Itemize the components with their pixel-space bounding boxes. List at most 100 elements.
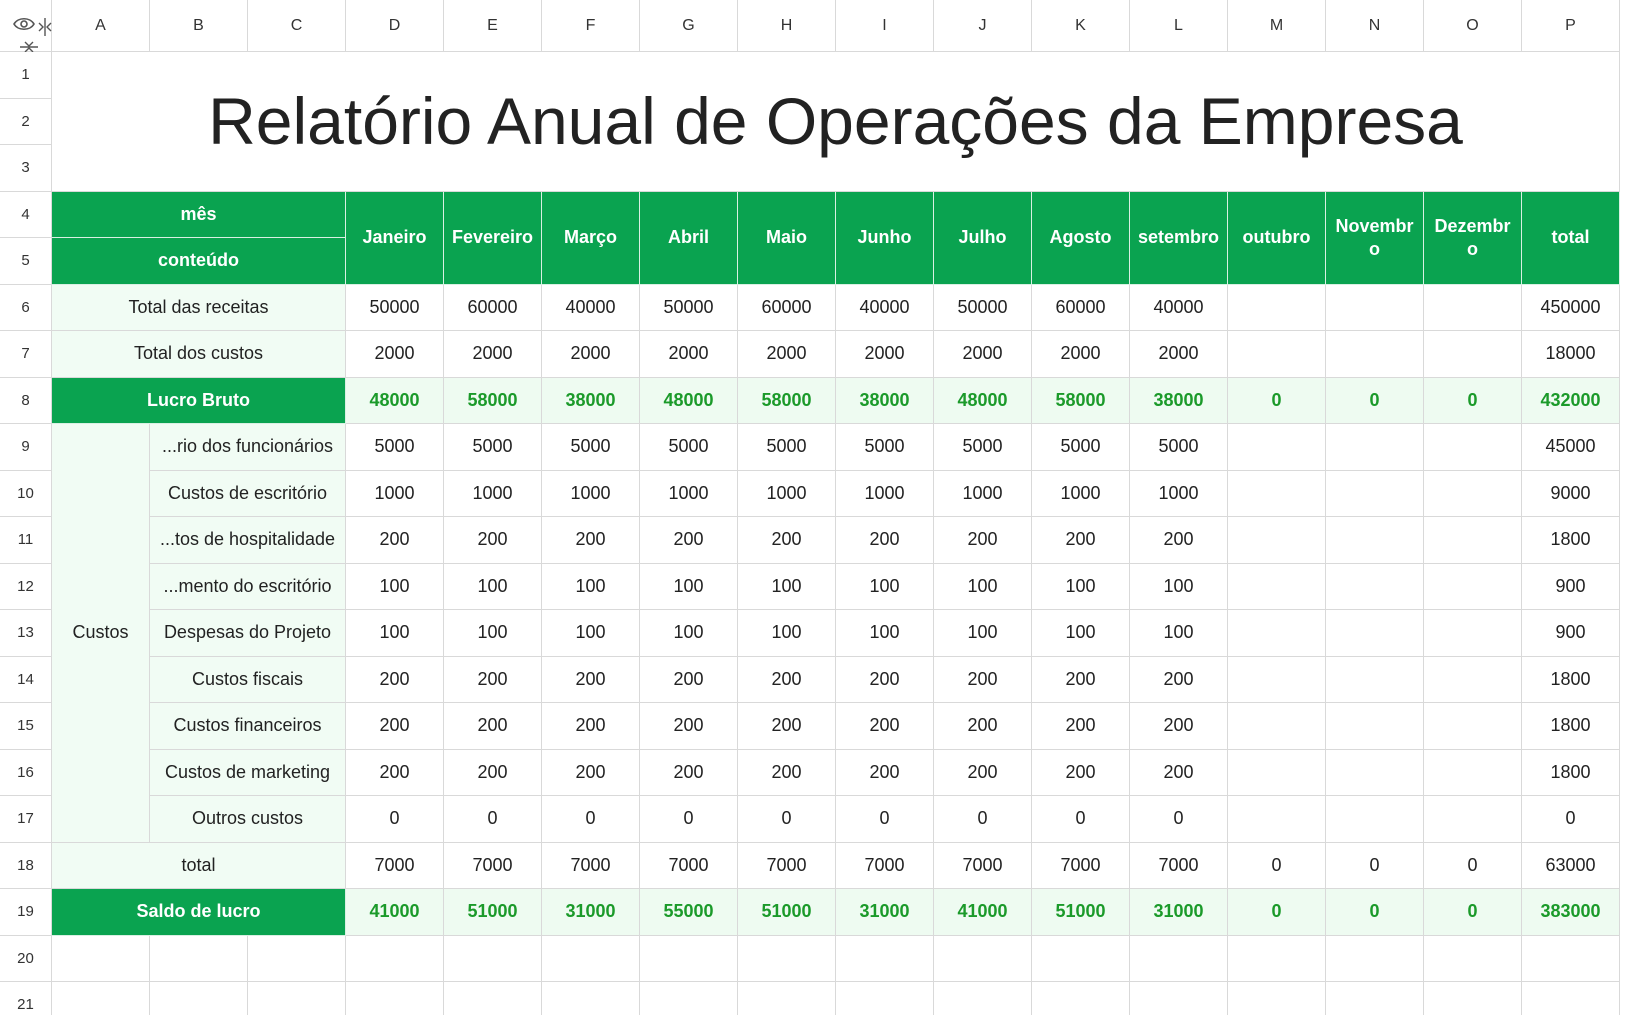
- cell-table-custos_items-4-total[interactable]: 900: [1522, 610, 1620, 657]
- cell-table-custos_items-1-1[interactable]: 1000: [346, 470, 444, 517]
- cell-table-custos_items-3-8[interactable]: 100: [1032, 563, 1130, 610]
- column-header-e[interactable]: E: [444, 0, 542, 52]
- page-title[interactable]: Relatório Anual de Operações da Empresa: [52, 52, 1620, 192]
- empty-cell[interactable]: [1424, 935, 1522, 982]
- cell-table-custos_items-7-5[interactable]: 200: [738, 749, 836, 796]
- empty-cell[interactable]: [836, 935, 934, 982]
- row-header-21[interactable]: 21: [0, 982, 52, 1015]
- cell-table-custos_items-6-total[interactable]: 1800: [1522, 703, 1620, 750]
- cell-table-custos_items-1-7[interactable]: 1000: [934, 470, 1032, 517]
- empty-cell[interactable]: [542, 935, 640, 982]
- cell-table-custos_items-2-6[interactable]: 200: [836, 517, 934, 564]
- column-header-i[interactable]: I: [836, 0, 934, 52]
- header-month-6[interactable]: Junho: [836, 191, 934, 285]
- row-header-4[interactable]: 4: [0, 191, 52, 238]
- cell-table-receitas-2[interactable]: 60000: [444, 284, 542, 331]
- header-month-4[interactable]: Abril: [640, 191, 738, 285]
- empty-cell[interactable]: [1424, 982, 1522, 1015]
- empty-cell[interactable]: [934, 982, 1032, 1015]
- cell-table-custos_items-2-11[interactable]: [1326, 517, 1424, 564]
- cell-table-receitas-11[interactable]: [1326, 284, 1424, 331]
- empty-cell[interactable]: [52, 982, 150, 1015]
- cell-table-lucro_bruto-11[interactable]: 0: [1326, 377, 1424, 424]
- cell-table-custos_items-3-9[interactable]: 100: [1130, 563, 1228, 610]
- header-mes[interactable]: mês: [52, 191, 346, 238]
- cell-table-custos_items-4-7[interactable]: 100: [934, 610, 1032, 657]
- cell-table-custos_items-0-1[interactable]: 5000: [346, 424, 444, 471]
- empty-cell[interactable]: [738, 982, 836, 1015]
- cell-table-custos_items-7-4[interactable]: 200: [640, 749, 738, 796]
- cell-table-custos_items-2-10[interactable]: [1228, 517, 1326, 564]
- cell-table-custos_items-8-12[interactable]: [1424, 796, 1522, 843]
- cell-table-lucro_bruto-8[interactable]: 58000: [1032, 377, 1130, 424]
- cell-table-custos_items-2-12[interactable]: [1424, 517, 1522, 564]
- cell-table-custos_items-5-11[interactable]: [1326, 656, 1424, 703]
- cell-table-custos_items-7-total[interactable]: 1800: [1522, 749, 1620, 796]
- column-header-a[interactable]: A: [52, 0, 150, 52]
- row-header-2[interactable]: 2: [0, 98, 52, 145]
- cell-table-custos_items-5-10[interactable]: [1228, 656, 1326, 703]
- row-label-table-custos_items-5[interactable]: Custos fiscais: [150, 656, 346, 703]
- cell-table-custos_items-6-11[interactable]: [1326, 703, 1424, 750]
- cell-table-custos_items-3-total[interactable]: 900: [1522, 563, 1620, 610]
- cell-table-custos_items-7-7[interactable]: 200: [934, 749, 1032, 796]
- cell-table-receitas-4[interactable]: 50000: [640, 284, 738, 331]
- cell-table-custos_sum-12[interactable]: 0: [1424, 842, 1522, 889]
- cell-table-custos_items-6-8[interactable]: 200: [1032, 703, 1130, 750]
- cell-table-lucro_bruto-7[interactable]: 48000: [934, 377, 1032, 424]
- cell-table-custos_items-8-8[interactable]: 0: [1032, 796, 1130, 843]
- empty-cell[interactable]: [1326, 982, 1424, 1015]
- cell-table-custos_items-5-3[interactable]: 200: [542, 656, 640, 703]
- header-month-11[interactable]: Novembro: [1326, 191, 1424, 285]
- header-month-12[interactable]: Dezembro: [1424, 191, 1522, 285]
- cell-table-receitas-6[interactable]: 40000: [836, 284, 934, 331]
- cell-table-custos_items-8-3[interactable]: 0: [542, 796, 640, 843]
- cell-table-custos_total-total[interactable]: 18000: [1522, 331, 1620, 378]
- cell-table-receitas-12[interactable]: [1424, 284, 1522, 331]
- header-conteudo[interactable]: conteúdo: [52, 238, 346, 285]
- cell-table-custos_items-4-8[interactable]: 100: [1032, 610, 1130, 657]
- cell-table-custos_items-3-7[interactable]: 100: [934, 563, 1032, 610]
- row-label-table-custos_items-0[interactable]: ...rio dos funcionários: [150, 424, 346, 471]
- cell-table-custos_items-2-5[interactable]: 200: [738, 517, 836, 564]
- empty-cell[interactable]: [346, 982, 444, 1015]
- cell-table-custos_items-4-6[interactable]: 100: [836, 610, 934, 657]
- cell-table-custos_items-5-6[interactable]: 200: [836, 656, 934, 703]
- cell-table-saldo-8[interactable]: 51000: [1032, 889, 1130, 936]
- cell-table-custos_total-5[interactable]: 2000: [738, 331, 836, 378]
- cell-table-custos_items-8-10[interactable]: [1228, 796, 1326, 843]
- header-month-10[interactable]: outubro: [1228, 191, 1326, 285]
- empty-cell[interactable]: [1130, 935, 1228, 982]
- cell-table-custos_items-1-10[interactable]: [1228, 470, 1326, 517]
- column-header-m[interactable]: M: [1228, 0, 1326, 52]
- cell-table-custos_items-8-total[interactable]: 0: [1522, 796, 1620, 843]
- cell-table-custos_total-12[interactable]: [1424, 331, 1522, 378]
- cell-table-custos_total-6[interactable]: 2000: [836, 331, 934, 378]
- cell-table-custos_items-4-12[interactable]: [1424, 610, 1522, 657]
- cell-table-custos_total-8[interactable]: 2000: [1032, 331, 1130, 378]
- row-header-15[interactable]: 15: [0, 703, 52, 750]
- cell-table-lucro_bruto-10[interactable]: 0: [1228, 377, 1326, 424]
- cell-table-custos_items-0-total[interactable]: 45000: [1522, 424, 1620, 471]
- header-month-1[interactable]: Janeiro: [346, 191, 444, 285]
- cell-table-custos_items-0-9[interactable]: 5000: [1130, 424, 1228, 471]
- cell-table-custos_items-2-3[interactable]: 200: [542, 517, 640, 564]
- eye-icon[interactable]: [13, 16, 35, 37]
- cell-table-custos_items-0-7[interactable]: 5000: [934, 424, 1032, 471]
- cell-table-custos_items-6-7[interactable]: 200: [934, 703, 1032, 750]
- cell-table-custos_items-1-9[interactable]: 1000: [1130, 470, 1228, 517]
- cell-table-lucro_bruto-9[interactable]: 38000: [1130, 377, 1228, 424]
- cell-table-saldo-total[interactable]: 383000: [1522, 889, 1620, 936]
- cell-table-custos_sum-1[interactable]: 7000: [346, 842, 444, 889]
- empty-cell[interactable]: [248, 935, 346, 982]
- cell-table-receitas-5[interactable]: 60000: [738, 284, 836, 331]
- row-label-table-custos_items-3[interactable]: ...mento do escritório: [150, 563, 346, 610]
- cell-table-custos_items-0-3[interactable]: 5000: [542, 424, 640, 471]
- cell-table-custos_items-3-1[interactable]: 100: [346, 563, 444, 610]
- cell-table-custos_total-10[interactable]: [1228, 331, 1326, 378]
- cell-table-custos_total-2[interactable]: 2000: [444, 331, 542, 378]
- cell-table-lucro_bruto-2[interactable]: 58000: [444, 377, 542, 424]
- empty-cell[interactable]: [150, 982, 248, 1015]
- empty-cell[interactable]: [640, 982, 738, 1015]
- cell-table-custos_items-2-4[interactable]: 200: [640, 517, 738, 564]
